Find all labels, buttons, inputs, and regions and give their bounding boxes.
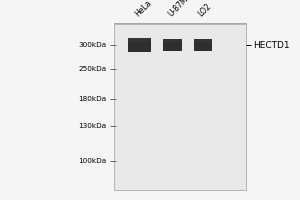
Bar [194,40,211,42]
Text: HECTD1: HECTD1 [254,40,290,49]
Bar [163,40,182,50]
Text: 100kDa: 100kDa [78,158,106,164]
Bar [114,24,246,190]
Text: U-87MG: U-87MG [166,0,194,18]
Text: 130kDa: 130kDa [78,123,106,129]
Text: LO2: LO2 [196,1,213,18]
Text: 250kDa: 250kDa [78,66,106,72]
Text: HeLa: HeLa [133,0,153,18]
Bar [128,38,151,42]
Bar [128,38,151,51]
Bar [163,40,182,42]
Text: 300kDa: 300kDa [78,42,106,48]
Bar [194,40,211,50]
Text: 180kDa: 180kDa [78,96,106,102]
